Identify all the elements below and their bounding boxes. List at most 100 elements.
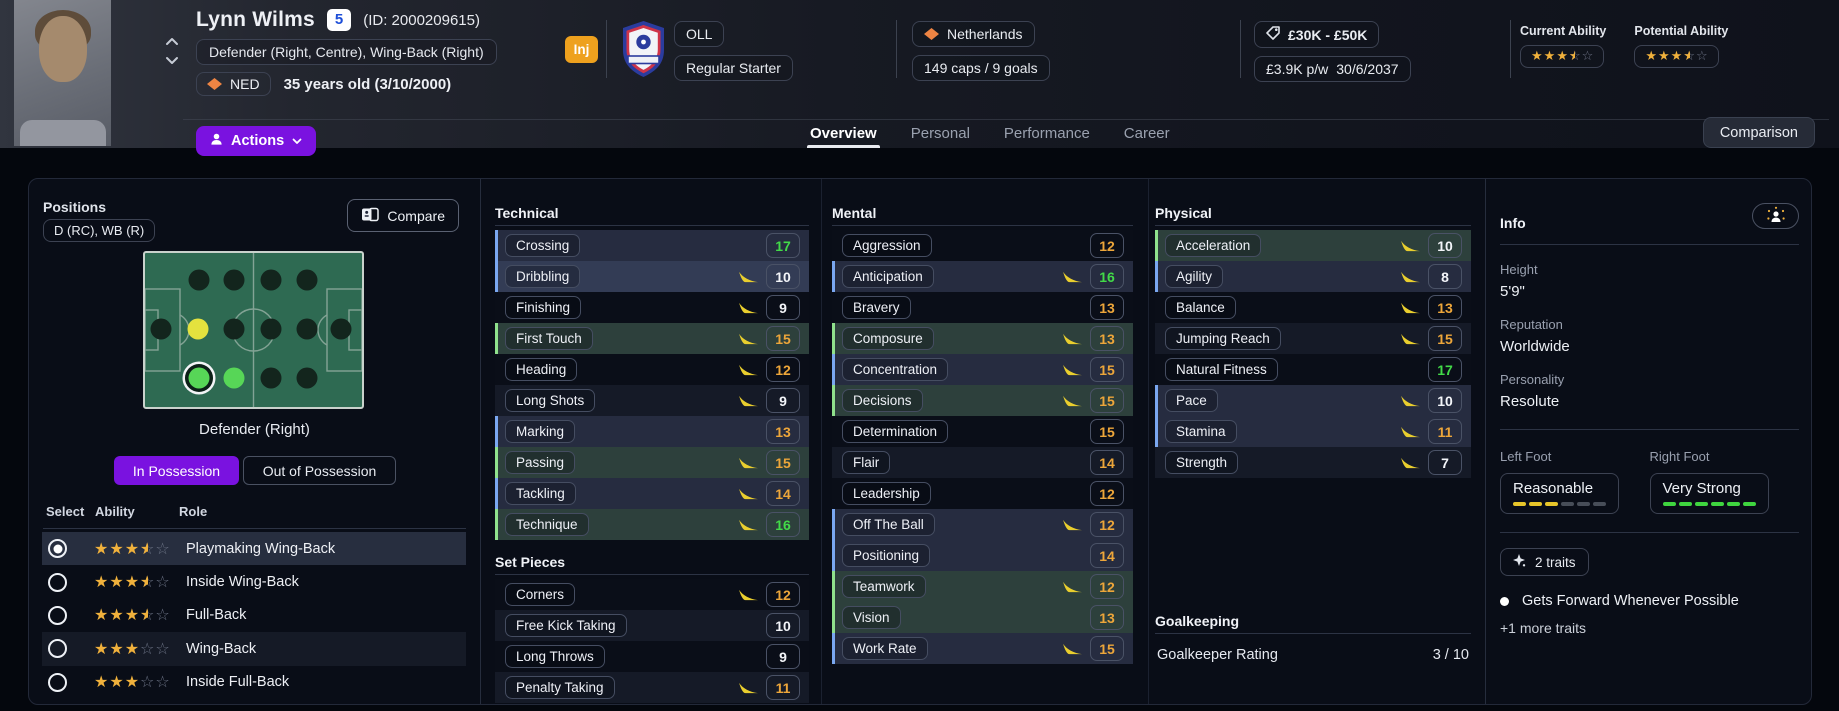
physical-section-host: Physical Acceleration 10 Agility 8 Balance 13 J… [1155, 205, 1471, 478]
star-icon: ☆★ [1569, 50, 1581, 63]
role-radio[interactable] [48, 639, 67, 659]
positions-panel: Positions D (RC), WB (R) Compare [29, 179, 480, 704]
chevron-up-icon[interactable] [163, 36, 181, 47]
role-radio[interactable] [48, 572, 67, 592]
role-radio[interactable] [48, 539, 67, 559]
star-icon: ★ [109, 572, 124, 592]
star-half-fill-icon: ★ [1683, 50, 1690, 63]
photo-shoulders-shape [20, 120, 106, 146]
attribute-name: Determination [842, 420, 949, 443]
attribute-row: First Touch 15 [495, 323, 809, 354]
attribute-value: 10 [766, 613, 800, 638]
role-row[interactable]: ★ ★ ★ ☆ ☆ Inside Full-Back [42, 666, 466, 699]
tab-personal[interactable]: Personal [910, 125, 970, 142]
chevron-down-icon[interactable] [163, 55, 181, 66]
mental-column: Mental Aggression 12 Anticipation 16 Bravery 1… [821, 179, 1148, 704]
foot-strength-segment [1513, 502, 1526, 506]
attribute-name: Technique [505, 513, 589, 536]
attribute-decline-arrow-icon [1062, 581, 1083, 593]
position-dot-dark [223, 269, 245, 291]
role-row[interactable]: ★★★☆★☆Playmaking Wing-Back [42, 532, 466, 566]
role-row[interactable]: ★★★☆★☆Inside Wing-Back [42, 565, 466, 598]
personality-orbit-icon-button[interactable] [1752, 203, 1799, 229]
attribute-row: Stamina 11 [1155, 416, 1471, 447]
attribute-name: Decisions [842, 389, 923, 412]
attribute-row: Technique 16 [495, 509, 809, 540]
star-icon: ★ [1645, 49, 1658, 64]
attribute-list: Acceleration 10 Agility 8 Balance 13 Jumping R… [1155, 230, 1471, 478]
personality-label: Personality [1500, 372, 1565, 387]
tab-career[interactable]: Career [1123, 125, 1170, 142]
attribute-value: 14 [1090, 543, 1124, 568]
star-icon: ☆★ [140, 540, 154, 557]
trait-item: Gets Forward Whenever Possible [1500, 593, 1799, 609]
attribute-decline-arrow-icon [1400, 395, 1421, 407]
position-pitch-map[interactable] [143, 251, 364, 409]
attribute-decline-arrow-icon [738, 271, 759, 283]
star-rating: ★★★☆★☆ [94, 607, 186, 623]
attribute-name: Dribbling [505, 265, 581, 288]
attribute-value: 12 [1090, 512, 1124, 537]
role-ability-stars: ★★★☆★☆ [94, 607, 186, 623]
position-dot-dark [260, 318, 282, 340]
role-row[interactable]: ★ ★ ★ ☆ ☆ Wing-Back [42, 632, 466, 666]
attribute-name: Agility [1165, 265, 1224, 288]
traits-count-button[interactable]: 2 traits [1500, 548, 1589, 576]
foot-strength-segment [1726, 502, 1740, 506]
star-icon: ★ [124, 638, 140, 658]
tab-performance[interactable]: Performance [1003, 125, 1090, 142]
header-divider [606, 20, 607, 78]
value-group: £30K - £50K £3.9K p/w 30/6/2037 [1254, 21, 1411, 82]
attribute-name: First Touch [505, 327, 593, 350]
tab-overview[interactable]: Overview [807, 119, 880, 148]
role-radio[interactable] [48, 605, 67, 625]
potential-ability-label: Potential Ability [1634, 24, 1729, 38]
attribute-row: Long Throws 9 [495, 641, 809, 672]
position-dot-dark [260, 269, 282, 291]
star-outline-icon: ☆ [155, 572, 170, 592]
attribute-value: 14 [766, 481, 800, 506]
star-rating: ★★★☆★☆ [1531, 50, 1593, 63]
in-possession-toggle[interactable]: In Possession [114, 456, 239, 485]
attribute-decline-arrow-icon [1400, 240, 1421, 252]
more-traits-link[interactable]: +1 more traits [1500, 620, 1586, 636]
attribute-row: Aggression 12 [832, 230, 1133, 261]
position-dot-dark [330, 318, 352, 340]
actions-button[interactable]: Actions [196, 126, 317, 156]
goalkeeper-rating-row: Goalkeeper Rating 3 / 10 [1155, 640, 1471, 670]
star-icon: ☆★ [140, 607, 154, 623]
foot-strength-segment [1561, 502, 1574, 506]
attribute-decline-arrow-icon [738, 682, 759, 694]
attribute-row: Natural Fitness 17 [1155, 354, 1471, 385]
potential-ability-stars: ★ ★ ★ ☆ ★ ☆ [1634, 45, 1719, 68]
role-row[interactable]: ★★★☆★☆Full-Back [42, 599, 466, 632]
attribute-value: 12 [766, 582, 800, 607]
star-outline-icon: ☆ [155, 605, 170, 625]
attribute-name: Marking [505, 420, 576, 443]
attribute-value: 14 [1090, 450, 1124, 475]
attribute-row: Passing 15 [495, 447, 809, 478]
right-foot-rating: Very Strong [1662, 480, 1741, 497]
actions-label: Actions [231, 133, 285, 149]
club-crest-icon [620, 20, 667, 83]
attribute-value: 15 [766, 450, 800, 475]
club-abbreviation-pill: OLL [674, 21, 725, 47]
position-dot-selected [188, 367, 210, 389]
section-title: Technical [495, 205, 809, 226]
out-of-possession-toggle[interactable]: Out of Possession [243, 456, 396, 485]
position-dot-green [223, 367, 245, 389]
star-rating: ★★★☆★☆ [94, 574, 186, 590]
star-half-fill-icon: ★ [140, 607, 148, 623]
compare-label: Compare [387, 207, 445, 224]
role-name: Inside Full-Back [186, 674, 290, 691]
star-icon: ★ [124, 538, 140, 558]
star-rating: ★★★☆★☆ [1645, 50, 1707, 63]
compare-button[interactable]: Compare [347, 199, 459, 232]
attribute-value: 13 [1090, 605, 1124, 630]
section-title: Mental [832, 205, 1133, 226]
attribute-value: 13 [1428, 295, 1462, 320]
role-radio[interactable] [48, 672, 67, 692]
attribute-row: Concentration 15 [832, 354, 1133, 385]
comparison-button[interactable]: Comparison [1702, 117, 1815, 148]
